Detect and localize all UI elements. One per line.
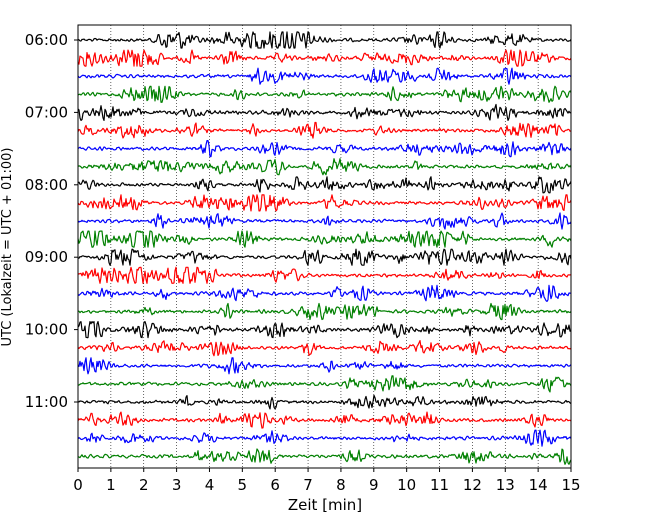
trace-23	[77, 429, 572, 447]
y-axis-label: UTC (Lokalzeit = UTC + 01:00)	[0, 148, 15, 347]
trace-20	[77, 375, 572, 393]
x-tick-label: 10	[397, 476, 416, 494]
x-tick-label: 1	[106, 476, 116, 494]
trace-2	[77, 49, 572, 67]
x-tick-label: 12	[463, 476, 482, 494]
trace-15	[77, 284, 572, 302]
trace-22	[77, 411, 572, 429]
trace-21	[77, 394, 572, 410]
y-tick-label: 10:00	[25, 321, 68, 339]
trace-4	[77, 85, 572, 103]
y-tick-label: 08:00	[25, 176, 68, 194]
y-tick-label: 06:00	[25, 31, 68, 49]
trace-18	[77, 340, 572, 357]
x-axis-ticks: 0 1 2 3 4 5 6 7 8 9 10 11 12 13 14 15	[73, 468, 581, 494]
trace-8	[77, 158, 572, 176]
plot-frame	[77, 24, 572, 469]
x-tick-label: 9	[369, 476, 379, 494]
x-axis-label: Zeit [min]	[288, 496, 362, 514]
trace-16	[77, 302, 572, 321]
x-tick-label: 8	[336, 476, 346, 494]
trace-13	[77, 248, 572, 266]
trace-19	[77, 357, 572, 375]
y-tick-label: 07:00	[25, 103, 68, 121]
trace-17	[77, 321, 571, 339]
x-tick-label: 4	[205, 476, 215, 494]
traces	[77, 31, 572, 465]
trace-24	[78, 448, 572, 465]
trace-14	[77, 266, 572, 284]
trace-9	[77, 176, 572, 194]
trace-5	[77, 103, 572, 121]
y-tick-label: 11:00	[25, 393, 68, 411]
x-tick-label: 15	[561, 476, 580, 494]
trace-1	[77, 31, 572, 49]
x-tick-label: 0	[73, 476, 83, 494]
x-tick-label: 14	[529, 476, 548, 494]
y-axis-ticks: 06:00 07:00 08:00 09:00 10:00 11:00	[25, 31, 78, 411]
y-tick-label: 09:00	[25, 248, 68, 266]
gridlines	[110, 25, 539, 468]
x-tick-label: 2	[139, 476, 149, 494]
x-tick-label: 6	[270, 476, 280, 494]
trace-7	[77, 140, 572, 158]
x-tick-label: 13	[496, 476, 515, 494]
x-tick-label: 7	[303, 476, 313, 494]
trace-12	[77, 230, 572, 248]
trace-10	[77, 194, 572, 212]
x-tick-label: 3	[172, 476, 182, 494]
trace-11	[77, 212, 572, 230]
trace-6	[77, 121, 572, 139]
trace-3	[77, 67, 572, 85]
x-tick-label: 11	[430, 476, 449, 494]
x-tick-label: 5	[238, 476, 248, 494]
